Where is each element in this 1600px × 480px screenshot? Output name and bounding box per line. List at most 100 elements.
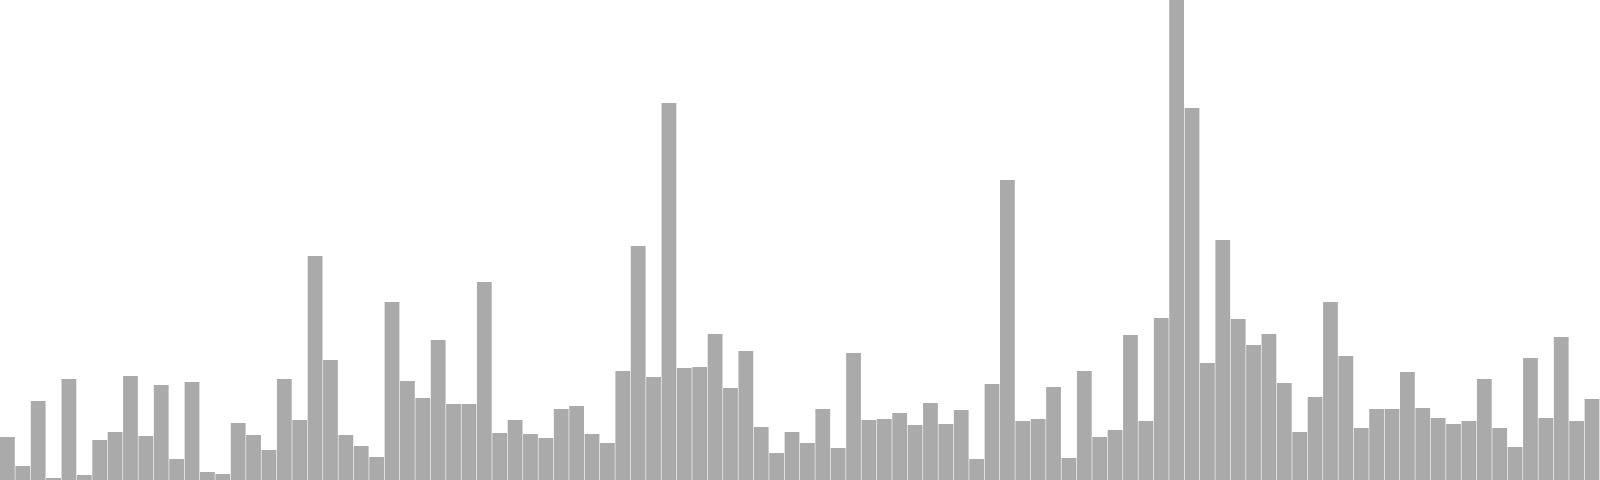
bar-74 — [1123, 335, 1138, 480]
bar-41 — [615, 371, 631, 480]
bar-37 — [553, 409, 569, 480]
bar-10 — [138, 436, 154, 480]
bar-62 — [938, 424, 954, 480]
bar-46 — [692, 367, 708, 480]
bar-55 — [830, 448, 846, 480]
bar-84 — [1276, 383, 1292, 480]
bar-65 — [984, 384, 1000, 480]
bar-61 — [923, 403, 938, 480]
bar-23 — [338, 435, 354, 480]
bar-27 — [400, 381, 415, 480]
bar-22 — [323, 360, 338, 480]
bar-50 — [753, 427, 769, 480]
bar-34 — [507, 420, 523, 480]
bar-95 — [1446, 424, 1461, 480]
bar-66 — [1000, 180, 1015, 480]
bar-33 — [492, 433, 508, 480]
bar-94 — [1430, 418, 1446, 480]
bar-59 — [892, 413, 908, 480]
bar-7 — [92, 440, 108, 480]
bar-73 — [1107, 430, 1123, 480]
bar-30 — [446, 404, 461, 480]
bar-12 — [169, 459, 185, 480]
bar-24 — [353, 446, 369, 480]
bar-13 — [184, 382, 200, 480]
bar-26 — [384, 302, 400, 480]
bar-44 — [661, 103, 677, 480]
bar-32 — [476, 282, 492, 480]
bar-19 — [276, 379, 292, 480]
bar-92 — [1400, 372, 1415, 480]
bar-86 — [1307, 397, 1323, 480]
bar-17 — [246, 435, 261, 480]
bar-51 — [769, 453, 785, 480]
bar-80 — [1215, 240, 1231, 480]
bar-87 — [1323, 302, 1338, 480]
bar-69 — [1046, 387, 1061, 480]
bar-39 — [584, 434, 600, 480]
bar-28 — [415, 398, 431, 480]
bar-85 — [1292, 432, 1308, 480]
bar-70 — [1061, 458, 1077, 480]
bar-40 — [600, 443, 615, 480]
bar-56 — [846, 353, 861, 480]
bar-103 — [1569, 421, 1585, 480]
bar-89 — [1353, 428, 1369, 480]
bar-90 — [1369, 409, 1385, 480]
bar-63 — [953, 410, 969, 480]
bar-9 — [123, 376, 138, 480]
bar-82 — [1246, 345, 1261, 480]
bar-11 — [153, 385, 169, 480]
bar-60 — [907, 425, 923, 480]
bar-2 — [15, 466, 31, 480]
bar-18 — [261, 450, 277, 480]
bar-68 — [1030, 419, 1046, 480]
bar-102 — [1553, 337, 1569, 480]
bar-25 — [369, 457, 385, 480]
bar-91 — [1384, 409, 1400, 480]
bar-83 — [1261, 334, 1277, 480]
bar-78 — [1184, 108, 1200, 480]
bar-31 — [461, 404, 477, 480]
bar-49 — [738, 351, 754, 480]
bar-81 — [1230, 319, 1246, 480]
bar-67 — [1015, 421, 1031, 480]
bar-1 — [0, 437, 15, 480]
bar-64 — [969, 459, 985, 480]
bar-54 — [815, 409, 831, 480]
bar-43 — [646, 377, 661, 480]
bar-6 — [76, 475, 92, 480]
bar-21 — [307, 256, 323, 480]
bar-104 — [1584, 399, 1600, 480]
bar-3 — [30, 401, 46, 480]
bar-8 — [107, 432, 123, 480]
bar-20 — [292, 420, 308, 480]
bar-77 — [1169, 0, 1185, 480]
bar-88 — [1338, 356, 1354, 480]
bar-79 — [1200, 363, 1215, 480]
bar-100 — [1523, 358, 1538, 480]
bar-36 — [538, 438, 554, 480]
bar-72 — [1092, 437, 1108, 480]
bar-45 — [676, 368, 692, 480]
bar-42 — [630, 246, 646, 480]
bar-52 — [784, 432, 800, 480]
bar-75 — [1138, 421, 1154, 480]
bar-57 — [861, 420, 877, 480]
bar-4 — [46, 478, 61, 480]
bar-101 — [1538, 418, 1554, 480]
bar-35 — [523, 434, 538, 480]
bar-96 — [1461, 421, 1477, 480]
bar-97 — [1476, 379, 1492, 480]
bar-16 — [230, 423, 246, 480]
bar-53 — [800, 443, 815, 480]
bar-29 — [430, 340, 446, 480]
bar-48 — [723, 388, 738, 480]
bar-14 — [200, 472, 215, 480]
bar-99 — [1507, 447, 1523, 480]
bar-93 — [1415, 408, 1431, 480]
bar-58 — [876, 419, 892, 480]
bar-76 — [1153, 318, 1169, 480]
